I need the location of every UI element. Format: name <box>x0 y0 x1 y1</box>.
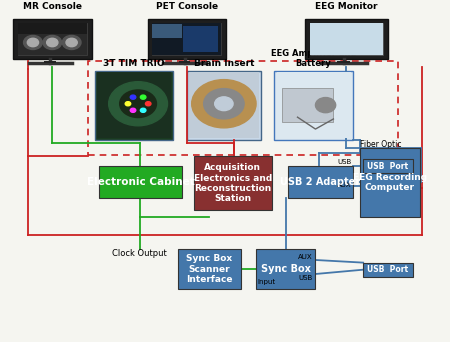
Circle shape <box>62 36 81 50</box>
Circle shape <box>315 97 336 113</box>
Circle shape <box>23 36 42 50</box>
Text: USB: USB <box>338 159 352 165</box>
Bar <box>18 23 87 55</box>
Text: Fiber Optic
Cable: Fiber Optic Cable <box>360 140 401 159</box>
Text: EEG Amplifier and
Battery: EEG Amplifier and Battery <box>271 49 356 68</box>
Text: 3T TIM TRIO: 3T TIM TRIO <box>104 59 165 68</box>
Bar <box>310 23 382 55</box>
Text: USB 2 Adapter: USB 2 Adapter <box>280 177 360 187</box>
Text: Clock Output: Clock Output <box>112 249 167 258</box>
Circle shape <box>140 95 146 99</box>
Text: EEG Recording
Computer: EEG Recording Computer <box>353 173 427 192</box>
Text: PET Console: PET Console <box>156 2 218 11</box>
Bar <box>179 61 190 63</box>
Bar <box>97 72 171 138</box>
Bar <box>256 249 315 289</box>
Bar <box>99 167 182 198</box>
Bar <box>288 167 353 198</box>
Bar <box>152 23 221 55</box>
Circle shape <box>27 38 39 47</box>
Bar <box>274 71 353 140</box>
Circle shape <box>215 97 233 110</box>
Circle shape <box>66 38 77 47</box>
Bar <box>88 61 398 155</box>
Bar <box>310 23 382 55</box>
Bar <box>13 19 91 59</box>
Bar <box>338 61 350 63</box>
Bar <box>148 19 226 59</box>
Text: Sync Box: Sync Box <box>261 264 310 274</box>
Text: Sync Box
Scanner
Interface: Sync Box Scanner Interface <box>186 254 233 284</box>
Bar <box>194 156 272 210</box>
Circle shape <box>43 36 62 50</box>
Bar <box>44 61 56 63</box>
Bar <box>277 72 351 138</box>
Circle shape <box>130 108 136 113</box>
Circle shape <box>47 38 58 47</box>
Bar <box>178 249 241 289</box>
Text: AUX: AUX <box>298 253 312 260</box>
Text: Input: Input <box>257 279 275 286</box>
Bar <box>18 23 87 35</box>
Text: Electronic Cabinet: Electronic Cabinet <box>87 177 195 187</box>
Circle shape <box>125 102 130 106</box>
Bar <box>184 26 218 52</box>
Text: AUX: AUX <box>338 182 352 188</box>
Circle shape <box>120 90 157 118</box>
Text: Acquisition
Electronics and
Reconstruction
Station: Acquisition Electronics and Reconstructi… <box>194 163 272 203</box>
Bar <box>363 263 413 277</box>
Text: MR Console: MR Console <box>23 2 82 11</box>
Bar <box>152 24 182 38</box>
Text: EEG Monitor: EEG Monitor <box>315 2 378 11</box>
Bar <box>305 19 387 59</box>
Circle shape <box>145 102 151 106</box>
Text: USB  Port: USB Port <box>367 162 409 171</box>
Circle shape <box>204 89 244 119</box>
Bar <box>18 35 87 55</box>
Bar <box>282 88 333 122</box>
Bar <box>363 159 413 173</box>
Bar <box>95 71 173 140</box>
Bar <box>187 71 261 140</box>
Bar <box>360 148 420 217</box>
Text: USB: USB <box>298 275 312 281</box>
Circle shape <box>140 108 146 113</box>
Text: USB  Port: USB Port <box>367 265 409 274</box>
Bar <box>189 72 259 138</box>
Bar <box>152 23 221 55</box>
Circle shape <box>108 82 167 126</box>
Circle shape <box>192 80 256 128</box>
Text: Brain Insert: Brain Insert <box>194 59 254 68</box>
Circle shape <box>130 95 136 99</box>
